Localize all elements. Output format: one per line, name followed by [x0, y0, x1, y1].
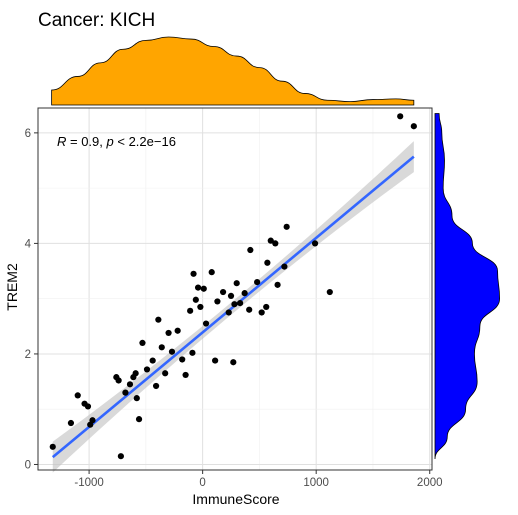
p-value: < 2.2e−16: [114, 134, 176, 149]
data-point: [397, 113, 404, 120]
data-point: [231, 301, 238, 308]
data-point: [162, 370, 169, 377]
y-marginal-density: [434, 113, 501, 459]
data-point: [74, 392, 81, 399]
y-tick-label: 0: [25, 459, 31, 471]
data-point: [135, 416, 143, 423]
data-point: [84, 403, 92, 410]
x-axis: -1000 0 1000 2000: [74, 470, 443, 489]
y-tick-label: 6: [25, 128, 31, 140]
data-point: [258, 309, 265, 316]
correlation-annotation: R = 0.9, p < 2.2e−16: [57, 134, 176, 149]
data-point: [202, 320, 210, 327]
data-point: [200, 285, 207, 292]
data-point: [208, 269, 215, 276]
data-point: [152, 382, 160, 390]
data-point: [49, 443, 56, 450]
data-point: [246, 306, 253, 313]
data-point: [267, 237, 274, 244]
data-point: [187, 307, 194, 314]
x-tick-label: 1000: [303, 477, 329, 489]
data-point: [115, 377, 122, 384]
data-point: [227, 292, 235, 300]
y-tick-label: 2: [25, 349, 31, 361]
data-point: [168, 348, 176, 355]
data-point: [192, 296, 199, 303]
x-tick-label: -1000: [74, 477, 103, 489]
r-symbol: R: [57, 134, 66, 149]
data-point: [126, 381, 134, 388]
y-axis: 0 2 4 6: [25, 128, 38, 471]
data-point: [274, 281, 281, 288]
x-tick-label: 2000: [417, 477, 443, 489]
data-point: [272, 240, 279, 247]
data-point: [264, 259, 271, 266]
data-point: [410, 123, 417, 130]
plot-border: [37, 107, 433, 471]
data-point: [237, 299, 244, 307]
data-point: [311, 240, 319, 247]
data-point: [212, 357, 219, 364]
data-point: [283, 223, 290, 230]
y-density-area: [434, 113, 501, 459]
data-point: [281, 263, 288, 270]
data-point: [182, 371, 189, 379]
data-point: [117, 453, 124, 460]
x-density-area: [51, 36, 415, 106]
data-point: [174, 327, 181, 334]
data-point: [122, 389, 129, 396]
r-value: = 0.9,: [66, 134, 106, 149]
x-marginal-density: [51, 36, 415, 106]
data-point: [67, 419, 75, 427]
data-point: [219, 288, 227, 296]
data-points: [49, 113, 417, 460]
data-point: [197, 303, 204, 311]
data-point: [190, 270, 197, 277]
chart-title: Cancer: KICH: [38, 10, 155, 31]
data-point: [133, 395, 140, 402]
data-point: [189, 349, 196, 356]
data-point: [132, 370, 139, 377]
data-point: [194, 284, 202, 291]
data-point: [158, 344, 165, 351]
data-point: [233, 280, 240, 287]
data-point: [254, 278, 261, 286]
data-point: [139, 339, 146, 346]
y-tick-label: 4: [25, 238, 32, 250]
x-tick-label: 0: [199, 477, 205, 489]
data-point: [214, 298, 221, 305]
data-point: [225, 309, 232, 316]
p-symbol: p: [106, 134, 114, 149]
data-point: [155, 316, 162, 323]
data-point: [230, 359, 237, 366]
data-point: [179, 356, 186, 363]
y-axis-title: TREM2: [4, 263, 20, 311]
data-point: [89, 417, 96, 424]
data-point: [326, 288, 333, 296]
data-point: [263, 303, 270, 311]
data-point: [143, 366, 151, 373]
x-axis-title: ImmuneScore: [192, 491, 279, 507]
data-point: [247, 246, 254, 254]
data-point: [149, 357, 156, 364]
data-point: [165, 329, 172, 337]
data-point: [241, 290, 248, 297]
